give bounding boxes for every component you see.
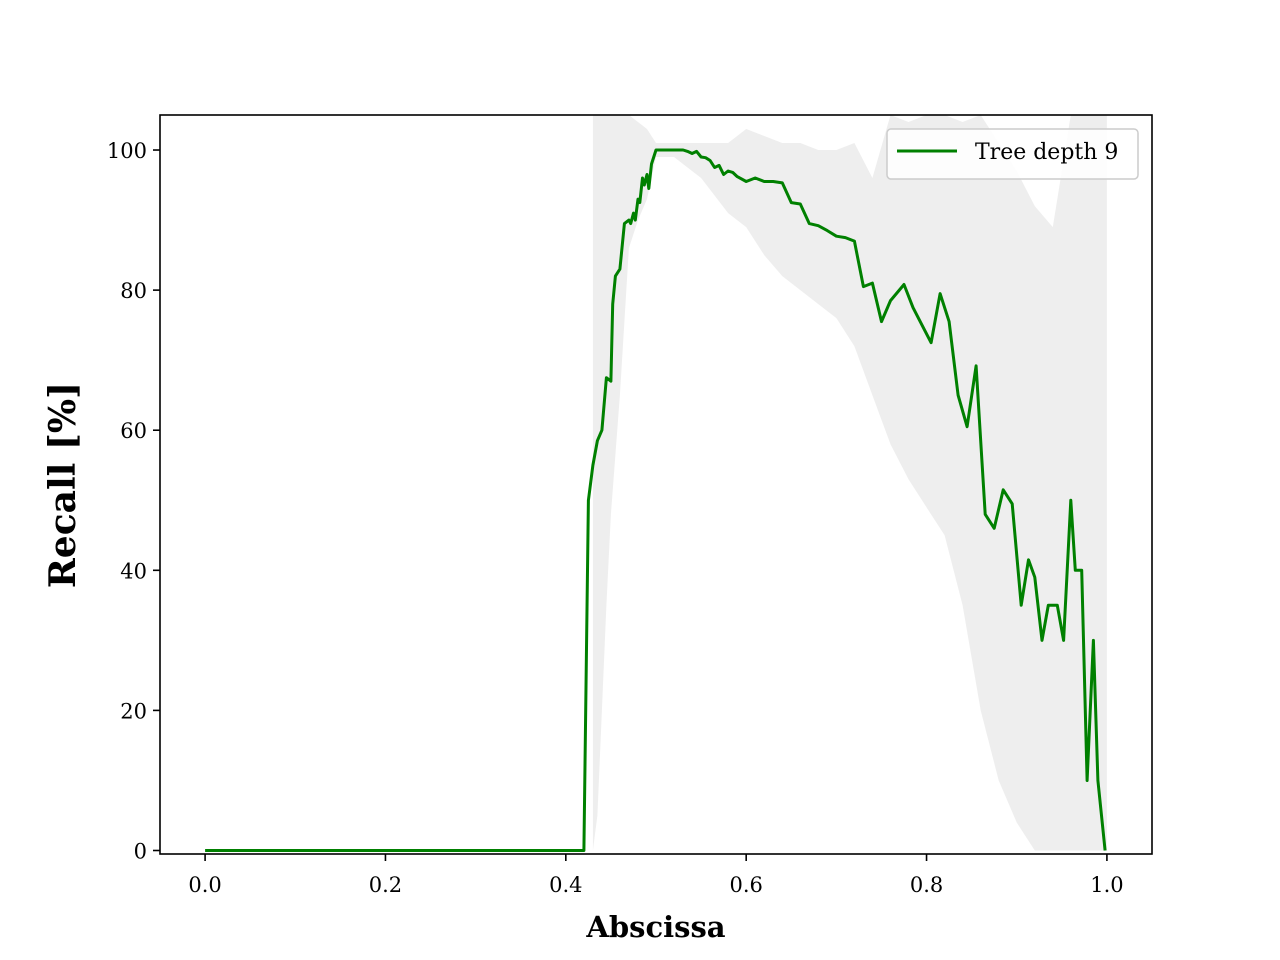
- x-tick-label: 1.0: [1090, 873, 1123, 897]
- x-tick-label: 0.0: [188, 873, 221, 897]
- plot-area: [160, 115, 1152, 854]
- x-tick-label: 0.6: [729, 873, 762, 897]
- y-tick-label: 20: [120, 699, 147, 723]
- y-tick-label: 40: [120, 559, 147, 583]
- legend-box: [886, 128, 1139, 180]
- y-tick-label: 80: [120, 279, 147, 303]
- legend-label: Tree depth 9: [975, 140, 1118, 165]
- y-tick-label: 60: [120, 419, 147, 443]
- x-tick-label: 0.4: [549, 873, 582, 897]
- x-axis-label: Abscissa: [585, 910, 725, 944]
- confidence-band: [592, 115, 1107, 851]
- x-tick-label: 0.2: [369, 873, 402, 897]
- y-tick-label: 0: [134, 839, 147, 863]
- legend: Tree depth 9: [886, 128, 1139, 180]
- series-line-0: [205, 148, 1107, 852]
- y-axis-label: Recall [%]: [42, 382, 84, 588]
- x-tick-label: 0.8: [910, 873, 943, 897]
- y-tick-label: 100: [107, 139, 147, 163]
- axes-frame: [159, 114, 1153, 855]
